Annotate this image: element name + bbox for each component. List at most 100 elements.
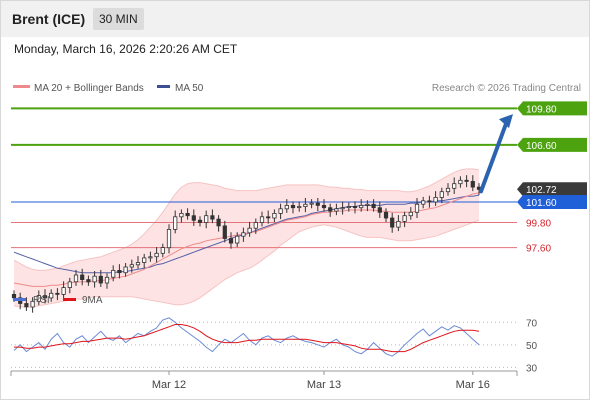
candle-body [309, 202, 314, 205]
candle [135, 256, 141, 269]
candle-body [390, 217, 395, 228]
ma20-legend-label: MA 20 + Bollinger Bands [34, 83, 144, 94]
candle [253, 218, 258, 234]
rsi-ma9-line [14, 324, 480, 353]
candle [154, 247, 159, 263]
forecast-arrow-shaft [479, 119, 509, 194]
candle-body [179, 212, 184, 218]
level-label-text: 106.60 [526, 141, 557, 152]
candle [328, 203, 333, 217]
candle [142, 253, 147, 269]
candle-body [315, 202, 320, 206]
candle [197, 216, 203, 227]
level-label-box [517, 194, 587, 209]
candle [452, 177, 457, 194]
candle [371, 199, 376, 212]
candle [321, 199, 327, 212]
bollinger-upper [13, 168, 480, 271]
candle-body [303, 203, 308, 208]
candle [228, 232, 234, 249]
candle-body [24, 303, 29, 308]
candle [86, 275, 91, 286]
candle [439, 187, 444, 204]
level-label-102.72: 102.72 [517, 182, 587, 197]
level-label-text: 102.72 [526, 185, 557, 196]
candle [290, 201, 296, 214]
candle [129, 259, 134, 273]
rsi-line [13, 317, 480, 357]
ma20-legend-swatch [13, 85, 30, 88]
candle [390, 212, 395, 233]
candle [334, 203, 339, 216]
level-label-101.60: 101.60 [517, 194, 587, 209]
candle [123, 263, 128, 277]
candle-body [464, 179, 469, 182]
copyright-text: Research © 2026 Trading Central [432, 83, 581, 94]
ma50-legend-label: MA 50 [175, 83, 204, 94]
candle [427, 195, 432, 208]
candle-body [433, 196, 438, 203]
candle [470, 175, 475, 192]
candle [222, 220, 227, 243]
candle-body [365, 203, 370, 206]
instrument-title: Brent (ICE) [12, 11, 86, 27]
candle [259, 211, 265, 227]
chart-datetime: Monday, March 16, 2026 2:20:26 AM CET [14, 42, 238, 56]
candle-body [49, 292, 54, 299]
candle-body [191, 215, 196, 221]
candle-body [173, 216, 178, 230]
candle [42, 289, 48, 304]
candle-body [216, 218, 221, 227]
candle [284, 199, 289, 213]
candle-body [80, 274, 85, 280]
candle-body [67, 281, 72, 288]
candle-body [445, 187, 451, 193]
candle-body [452, 183, 457, 189]
candle-body [328, 207, 333, 212]
candle-body [129, 264, 134, 268]
rsi-layer: 70 50 30 [11, 317, 538, 374]
candle-body [402, 215, 407, 222]
candle [179, 209, 184, 223]
candle [92, 271, 97, 288]
candle-body [383, 211, 389, 219]
ma50-line [13, 194, 480, 274]
candle-body [185, 212, 190, 217]
candle [104, 273, 110, 289]
candle-body [346, 206, 351, 209]
rsi-tick-label: 70 [526, 318, 538, 329]
timeframe-button[interactable]: 30 MIN [93, 8, 144, 30]
candle-body [266, 216, 271, 219]
candle-body [222, 225, 227, 239]
candle [377, 201, 382, 218]
level-label-text: 109.80 [526, 104, 557, 115]
candle [117, 264, 122, 279]
candle [433, 191, 438, 206]
candle [340, 201, 345, 215]
level-label-box [517, 137, 587, 152]
level-label-text: 101.60 [526, 198, 557, 209]
candle-body [197, 219, 203, 223]
candle [73, 269, 79, 286]
bollinger-band [14, 168, 479, 307]
candle-body [160, 247, 165, 254]
candle [445, 183, 451, 196]
candle [266, 210, 271, 224]
rsi-tick-label: 50 [526, 341, 538, 352]
candle-body [414, 203, 420, 213]
candle [235, 232, 240, 248]
ma20-line [13, 192, 480, 287]
candle [272, 209, 277, 222]
candle-body [42, 295, 48, 299]
candle-body [334, 208, 339, 212]
candle [185, 208, 190, 220]
candle [383, 208, 389, 222]
candle-body [247, 227, 252, 234]
x-axis-labels: Mar 12 Mar 13 Mar 16 [152, 371, 490, 391]
rsi-tick-label: 30 [526, 363, 538, 374]
candle [36, 290, 41, 306]
candle [24, 297, 29, 311]
candle [30, 297, 35, 313]
